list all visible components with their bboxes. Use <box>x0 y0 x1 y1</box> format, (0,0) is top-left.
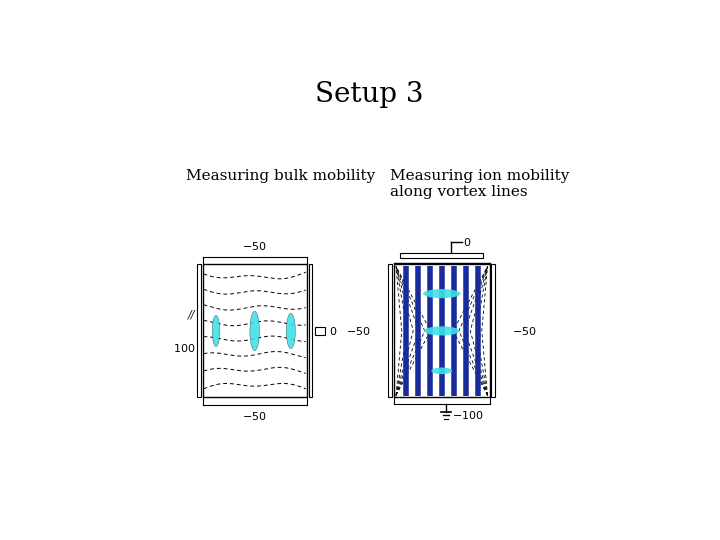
Text: $0$: $0$ <box>463 235 472 247</box>
Ellipse shape <box>424 326 459 335</box>
Bar <box>315 327 325 335</box>
Text: $0$: $0$ <box>328 325 337 337</box>
Text: $-50$: $-50$ <box>513 325 537 337</box>
Text: $-50$: $-50$ <box>243 240 267 252</box>
Ellipse shape <box>287 313 295 349</box>
Bar <box>400 253 483 258</box>
Text: Measuring ion mobility
along vortex lines: Measuring ion mobility along vortex line… <box>390 168 570 199</box>
Text: Setup 3: Setup 3 <box>315 82 423 109</box>
Bar <box>309 265 312 397</box>
Text: $-50$: $-50$ <box>346 325 371 337</box>
Ellipse shape <box>423 289 461 298</box>
Bar <box>394 265 490 397</box>
Text: $100$: $100$ <box>173 341 195 354</box>
Ellipse shape <box>431 368 452 374</box>
Text: $-50$: $-50$ <box>243 410 267 422</box>
Text: //: // <box>188 309 195 319</box>
Ellipse shape <box>212 315 220 347</box>
Bar <box>203 265 307 397</box>
Bar <box>491 265 495 397</box>
Text: $-100$: $-100$ <box>452 409 484 421</box>
Bar <box>197 265 201 397</box>
Bar <box>388 265 392 397</box>
Text: Measuring bulk mobility: Measuring bulk mobility <box>186 168 375 183</box>
Ellipse shape <box>250 311 259 350</box>
